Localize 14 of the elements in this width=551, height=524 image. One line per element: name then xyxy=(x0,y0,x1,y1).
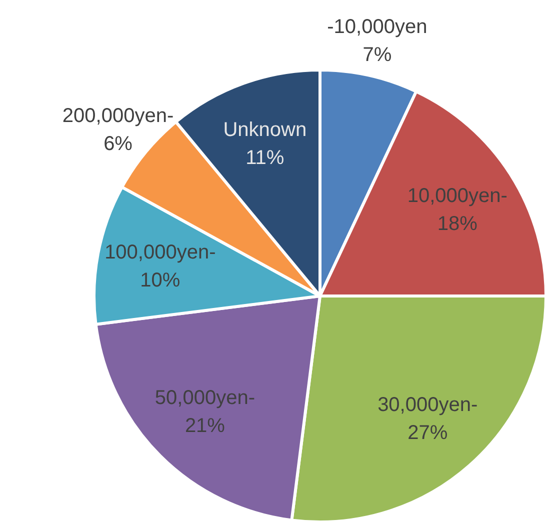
slice-label: Unknown xyxy=(223,118,307,141)
data-label: 21% xyxy=(184,415,226,438)
slice-label: 100,000yen- xyxy=(104,242,216,264)
data-label: 27% xyxy=(408,422,448,444)
slice-label: 50,000yen- xyxy=(154,387,255,410)
data-label: 11% xyxy=(246,146,284,169)
slice-label: 30,000yen- xyxy=(378,394,478,416)
data-label: 18% xyxy=(437,212,478,235)
data-label: 6% xyxy=(104,132,133,155)
slice-label: 200,000yen- xyxy=(62,104,174,127)
data-label: 7% xyxy=(362,44,392,66)
slice-label: 10,000yen- xyxy=(407,184,508,207)
slice-label: -10,000yen xyxy=(327,16,428,38)
data-label: 10% xyxy=(140,270,180,292)
